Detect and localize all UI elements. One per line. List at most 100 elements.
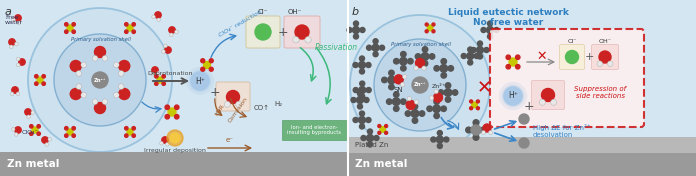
Circle shape [113,62,119,68]
Circle shape [360,81,365,86]
Circle shape [191,72,209,90]
Circle shape [30,132,33,135]
Text: Passivation: Passivation [315,43,358,52]
Text: Cl⁻: Cl⁻ [258,9,268,15]
Circle shape [42,75,45,78]
Circle shape [125,134,128,137]
Circle shape [452,90,458,95]
Circle shape [364,98,369,102]
Circle shape [434,113,439,118]
Circle shape [16,92,19,96]
Circle shape [441,106,446,111]
Circle shape [354,21,358,26]
Circle shape [37,125,40,128]
Circle shape [162,82,166,85]
Circle shape [539,99,546,105]
Text: ✕: ✕ [477,79,491,97]
Circle shape [347,27,352,33]
Text: Primary solvation shell: Primary solvation shell [71,37,131,42]
Circle shape [476,107,480,110]
Circle shape [434,99,439,105]
Circle shape [421,53,429,60]
Circle shape [209,67,213,71]
Text: CO↑: CO↑ [254,105,270,111]
Circle shape [164,44,167,48]
Circle shape [441,73,447,78]
Circle shape [102,99,108,105]
Circle shape [12,87,18,93]
FancyBboxPatch shape [246,16,280,48]
Circle shape [474,54,480,58]
Circle shape [17,57,20,61]
Circle shape [70,61,81,71]
Circle shape [358,117,365,124]
Circle shape [10,92,14,96]
Circle shape [412,104,418,109]
Circle shape [373,39,378,44]
Circle shape [473,120,479,125]
FancyBboxPatch shape [560,45,585,70]
Text: ClO₄⁻ reduction: ClO₄⁻ reduction [218,9,262,38]
Circle shape [113,92,119,98]
Circle shape [374,136,379,140]
Circle shape [76,84,81,89]
Bar [348,153,696,176]
Circle shape [170,33,173,37]
Circle shape [380,127,386,132]
Circle shape [95,102,106,114]
FancyBboxPatch shape [216,82,250,111]
Circle shape [125,23,128,26]
Text: a: a [5,7,12,17]
Text: +: + [209,86,221,99]
Circle shape [401,51,406,57]
Circle shape [597,61,603,67]
Circle shape [385,131,388,134]
Circle shape [81,62,86,68]
Circle shape [608,61,613,67]
Circle shape [487,27,493,33]
Circle shape [400,57,407,65]
Circle shape [504,87,522,105]
Circle shape [393,106,399,111]
Circle shape [168,108,176,116]
Circle shape [434,89,438,94]
Text: HER: HER [214,103,226,117]
Circle shape [26,115,31,119]
Circle shape [367,142,372,147]
Circle shape [11,128,15,131]
Circle shape [30,125,33,128]
Circle shape [416,58,425,68]
Circle shape [67,25,73,31]
Circle shape [152,67,158,73]
Circle shape [473,134,479,140]
Bar [0,152,348,176]
Circle shape [65,30,68,33]
Circle shape [412,118,418,123]
Circle shape [477,54,482,59]
Circle shape [93,55,98,61]
Circle shape [31,111,35,114]
Circle shape [359,69,365,74]
Circle shape [385,125,388,128]
Circle shape [487,21,493,26]
Circle shape [353,62,358,68]
Circle shape [366,62,371,68]
Circle shape [37,132,40,135]
Circle shape [471,48,476,52]
Circle shape [81,92,86,98]
Circle shape [381,77,387,83]
Circle shape [427,25,433,31]
Circle shape [159,142,164,145]
Circle shape [472,102,477,108]
Circle shape [356,96,363,103]
Circle shape [494,27,499,33]
Circle shape [359,56,365,61]
Circle shape [203,61,210,68]
Circle shape [226,90,239,103]
Circle shape [354,34,358,39]
Circle shape [461,54,466,58]
Circle shape [358,104,363,109]
Circle shape [519,138,529,148]
Circle shape [54,34,146,126]
Circle shape [125,127,128,130]
